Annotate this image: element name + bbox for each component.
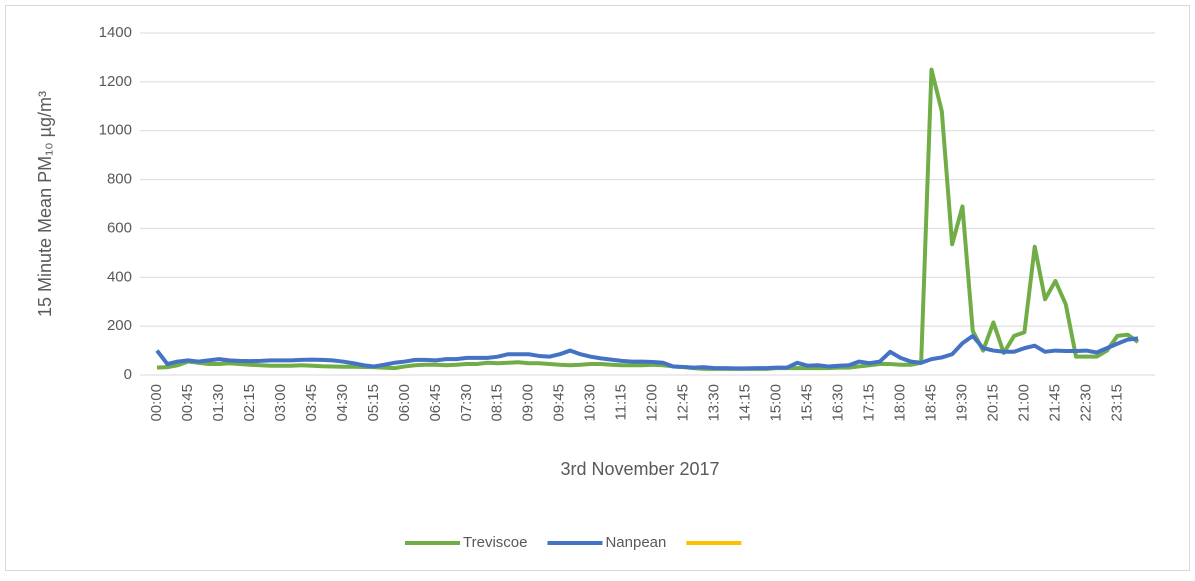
x-tick-label: 11:15	[613, 384, 630, 420]
y-tick-label: 400	[107, 268, 132, 285]
y-tick-label: 1000	[99, 122, 132, 139]
x-tick-label: 17:15	[860, 384, 877, 422]
x-tick-label: 21:45	[1046, 384, 1063, 422]
series-line	[155, 333, 1139, 371]
y-axis-title: 15 Minute Mean PM₁₀ µg/m³	[35, 91, 55, 317]
chart-border	[5, 5, 1190, 571]
x-tick-label: 08:15	[489, 384, 506, 422]
x-tick-label: 22:30	[1077, 384, 1094, 422]
x-tick-label: 00:00	[148, 384, 165, 422]
x-tick-label: 13:30	[706, 384, 723, 422]
x-tick-label: 12:00	[644, 384, 661, 422]
x-tick-label: 12:45	[675, 384, 692, 422]
x-tick-label: 09:45	[551, 384, 568, 422]
x-tick-label: 02:15	[241, 384, 258, 422]
x-tick-label: 20:15	[984, 384, 1001, 422]
y-tick-label: 600	[107, 219, 132, 236]
x-tick-label: 03:45	[303, 384, 320, 422]
y-tick-label: 200	[107, 317, 132, 334]
series-line	[156, 67, 1140, 371]
x-tick-label: 18:45	[922, 384, 939, 422]
x-tick-label: 03:00	[272, 384, 289, 422]
y-tick-label: 1200	[99, 73, 132, 90]
x-tick-label: 15:00	[768, 384, 785, 422]
y-tick-label: 0	[124, 366, 132, 383]
x-tick-label: 00:45	[179, 384, 196, 422]
y-tick-label: 800	[107, 171, 132, 188]
x-tick-label: 04:30	[334, 384, 351, 422]
x-tick-label: 19:30	[953, 384, 970, 422]
x-tick-label: 05:15	[365, 384, 382, 422]
y-tick-label: 1400	[99, 24, 132, 41]
x-tick-label: 23:15	[1108, 384, 1125, 422]
legend-label: Treviscoe	[463, 534, 527, 551]
x-tick-label: 10:30	[582, 384, 599, 422]
x-tick-label: 09:00	[520, 384, 537, 422]
x-tick-label: 18:00	[891, 384, 908, 422]
x-tick-label: 01:30	[210, 384, 227, 422]
x-tick-label: 14:15	[737, 384, 754, 422]
x-tick-label: 15:45	[799, 384, 816, 422]
x-tick-label: 06:45	[427, 384, 444, 422]
x-tick-label: 06:00	[396, 384, 413, 422]
x-tick-label: 16:30	[830, 384, 847, 422]
x-tick-label: 07:30	[458, 384, 475, 422]
x-tick-label: 21:00	[1015, 384, 1032, 422]
legend-label: Nanpean	[605, 534, 666, 551]
x-axis-title: 3rd November 2017	[560, 459, 719, 479]
